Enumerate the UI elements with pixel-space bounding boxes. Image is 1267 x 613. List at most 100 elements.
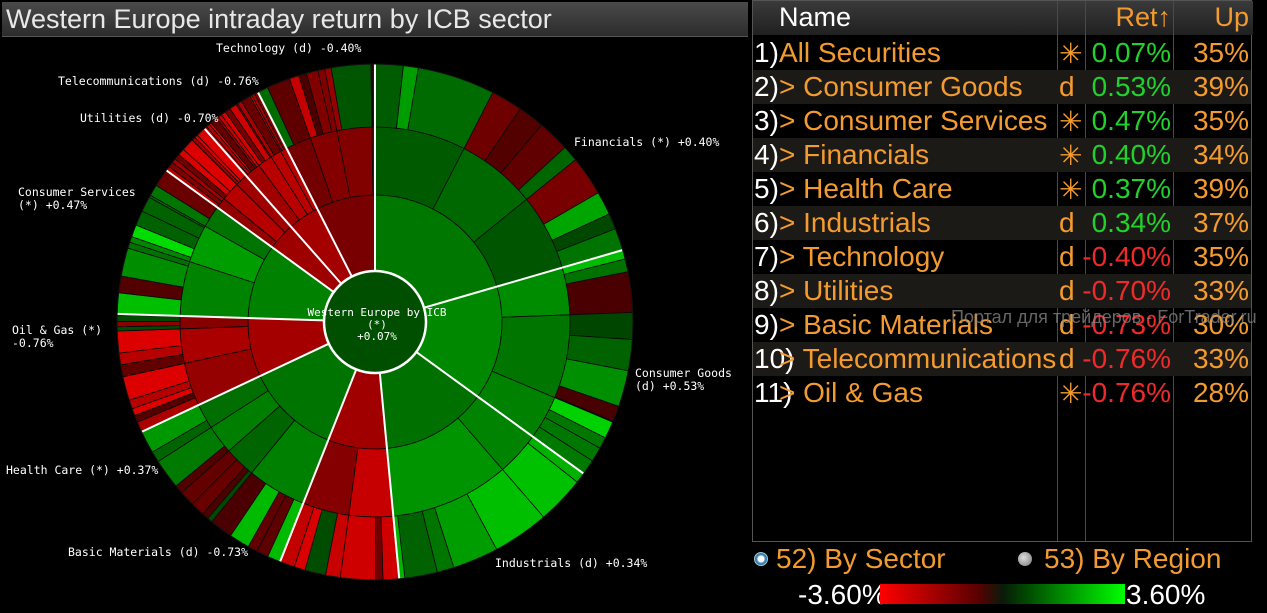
row-return: 0.40% [1091, 139, 1171, 170]
table-row[interactable]: 8) > Utilities d -0.70% 33% [753, 274, 1251, 308]
table-row[interactable]: 6) > Industrials d 0.34% 37% [753, 206, 1251, 240]
row-flag: d [1059, 207, 1075, 238]
by-sector-radio[interactable] [754, 552, 768, 566]
row-name: > Consumer Goods [779, 71, 1023, 102]
sector-label-line: Utilities (d) -0.70% [80, 111, 219, 125]
sector-divider [279, 369, 358, 563]
sector-divider [415, 351, 585, 475]
sector-divider [165, 169, 335, 293]
row-return: -0.70% [1082, 275, 1171, 306]
sector-divider [141, 342, 330, 433]
table-row[interactable]: 4) > Financials ✳ 0.40% 34% [753, 138, 1251, 172]
table-row[interactable]: 11) > Oil & Gas ✳ -0.76% 28% [753, 376, 1251, 410]
row-return: -0.76% [1082, 377, 1171, 408]
sector-label-line: (d) +0.53% [635, 379, 705, 393]
sector-label-line: Financials (*) +0.40% [574, 135, 720, 149]
sector-label: Financials (*) +0.40% [574, 136, 719, 149]
sector-label-line: Health Care (*) +0.37% [6, 463, 159, 477]
row-flag: ✳ [1059, 140, 1083, 171]
outer-ring-border [116, 63, 634, 581]
sector-label: Consumer Services (*) +0.47% [18, 186, 136, 212]
row-return: 0.37% [1091, 173, 1171, 204]
table-row[interactable]: 1) All Securities ✳ 0.07% 35% [753, 36, 1251, 70]
by-region-option[interactable]: 53) By Region [1044, 543, 1222, 574]
by-region-radio[interactable] [1018, 552, 1032, 566]
row-flag: d [1059, 241, 1075, 272]
column-divider [1057, 1, 1058, 541]
table-row[interactable]: 3) > Consumer Services ✳ 0.47% 35% [753, 104, 1251, 138]
row-name: > Technology [779, 241, 945, 272]
row-index: 9) [754, 309, 779, 340]
row-name: > Health Care [779, 173, 953, 204]
row-index: 6) [754, 207, 779, 238]
row-up-pct: 35% [1192, 37, 1249, 68]
sector-label: Technology (d) -0.40% [216, 42, 361, 55]
row-up-pct: 33% [1192, 343, 1249, 374]
row-index: 8) [754, 275, 779, 306]
row-index: 7) [754, 241, 779, 272]
row-up-pct: 39% [1192, 71, 1249, 102]
row-flag: d [1059, 275, 1075, 306]
sector-label: Oil & Gas (*) -0.76% [12, 324, 102, 350]
row-flag: ✳ [1059, 378, 1083, 409]
sector-label-line: Telecommunications (d) -0.76% [58, 74, 259, 88]
row-up-pct: 35% [1192, 105, 1249, 136]
row-return: 0.07% [1091, 37, 1171, 68]
subsector-segment[interactable] [116, 321, 181, 328]
scale-max-label: 3.60% [1126, 579, 1206, 610]
row-up-pct: 37% [1192, 207, 1249, 238]
row-up-pct: 28% [1192, 377, 1249, 408]
row-name: > Telecommunications [779, 343, 1057, 374]
sector-label: Telecommunications (d) -0.76% [58, 75, 259, 88]
sector-label: Health Care (*) +0.37% [6, 464, 158, 477]
row-index: 1) [754, 37, 779, 68]
sector-divider [203, 127, 343, 285]
table-row[interactable]: 2) > Consumer Goods d 0.53% 39% [753, 70, 1251, 104]
row-name: All Securities [779, 37, 941, 68]
row-flag: d [1059, 309, 1075, 340]
row-flag: ✳ [1059, 38, 1083, 69]
center-label-name: Western Europe by ICB (*) [307, 306, 447, 331]
row-return: 0.34% [1091, 207, 1171, 238]
table-header: Name Ret↑ Up [753, 1, 1253, 35]
row-name: > Basic Materials [779, 309, 993, 340]
center-label[interactable]: Western Europe by ICB (*) +0.07% [296, 307, 458, 343]
sector-label: Basic Materials (d) -0.73% [68, 546, 248, 559]
row-return: -0.76% [1082, 343, 1171, 374]
row-up-pct: 33% [1192, 275, 1249, 306]
header-ret[interactable]: Ret↑ [1115, 2, 1171, 33]
row-index: 2) [754, 71, 779, 102]
sunburst-chart[interactable] [0, 36, 750, 613]
sector-label-line: (*) +0.47% [18, 198, 88, 212]
table-row[interactable]: 5) > Health Care ✳ 0.37% 39% [753, 172, 1251, 206]
view-controls: 52) By Sector 53) By Region -3.60% 3.60% [752, 543, 1267, 613]
table-row[interactable]: 9) > Basic Materials d -0.73% 30% [753, 308, 1251, 342]
chart-title-bar: Western Europe intraday return by ICB se… [2, 2, 748, 37]
header-up[interactable]: Up [1214, 2, 1249, 32]
column-divider [1085, 1, 1086, 541]
center-label-value: +0.07% [357, 330, 397, 343]
sector-label-line: Technology (d) -0.40% [216, 41, 362, 55]
sector-divider [423, 249, 624, 309]
table-row[interactable]: 10) > Telecommunications d -0.76% 33% [753, 342, 1251, 376]
by-sector-option[interactable]: 52) By Sector [776, 543, 946, 574]
row-index: 4) [754, 139, 779, 170]
sector-label: Consumer Goods (d) +0.53% [635, 367, 732, 393]
row-flag: d [1059, 71, 1075, 102]
row-flag: d [1059, 343, 1075, 374]
row-up-pct: 35% [1192, 241, 1249, 272]
chart-title: Western Europe intraday return by ICB se… [6, 4, 552, 34]
row-flag: ✳ [1059, 174, 1083, 205]
column-divider [1173, 1, 1174, 541]
sunburst-panel: Western Europe intraday return by ICB se… [0, 2, 750, 613]
sector-label-line: Industrials (d) +0.34% [495, 556, 648, 570]
header-name[interactable]: Name [779, 2, 852, 32]
sector-label-line: Oil & Gas (*) [12, 323, 103, 337]
subsector-segment[interactable] [569, 312, 634, 340]
watermark: Портал для трейдеров - ForTrader.ru [951, 307, 1257, 327]
sector-label: Industrials (d) +0.34% [495, 557, 647, 570]
sector-table-panel: Name Ret↑ Up 1) All Securities ✳ 0.07% 35% 2)… [752, 0, 1267, 613]
sector-divider [378, 372, 401, 579]
color-scale-bar [880, 584, 1125, 604]
table-row[interactable]: 7) > Technology d -0.40% 35% [753, 240, 1251, 274]
